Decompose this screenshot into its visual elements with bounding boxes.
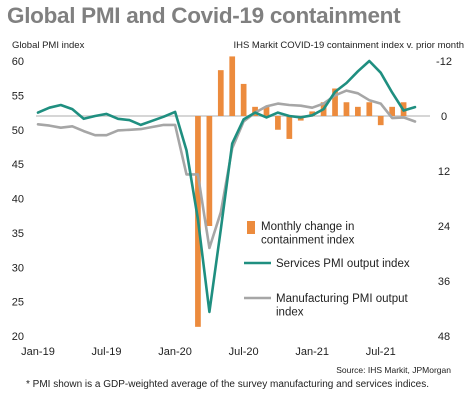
- right-tick-label: 0: [441, 111, 447, 123]
- left-y-axis: 20 25 30 35 40 45 50 55 60: [12, 56, 24, 343]
- containment-bar: [366, 102, 373, 116]
- x-axis: Jan-19 Jul-19 Jan-20 Jul-20 Jan-21 Jul-21: [21, 346, 396, 358]
- containment-bar: [309, 111, 316, 116]
- page-title: Global PMI and Covid-19 containment: [7, 3, 401, 28]
- containment-bar: [206, 116, 213, 226]
- containment-bar: [286, 116, 293, 139]
- legend-services: Services PMI output index: [244, 258, 410, 270]
- left-tick-label: 35: [12, 228, 24, 240]
- right-tick-label: 36: [438, 276, 450, 288]
- containment-bar: [355, 106, 361, 116]
- right-tick-label: -12: [436, 56, 452, 68]
- containment-bar: [217, 70, 224, 116]
- pmi-lines: [36, 59, 417, 314]
- legend-label: Monthly change in containment index: [261, 221, 355, 247]
- containment-bar: [275, 116, 281, 130]
- legend-label: Services PMI output index: [276, 258, 410, 270]
- left-tick-label: 60: [12, 56, 24, 68]
- right-tick-label: 24: [438, 221, 450, 233]
- legend-label-line: Monthly change in: [261, 221, 354, 233]
- containment-bar: [343, 102, 350, 116]
- left-tick-label: 25: [12, 297, 24, 309]
- right-tick-label: 12: [438, 166, 450, 178]
- left-tick-label: 45: [12, 159, 24, 171]
- containment-bar: [229, 56, 236, 116]
- legend: Monthly change in containment index Servic…: [244, 221, 410, 319]
- left-axis-title: Global PMI index: [12, 40, 85, 51]
- legend-label-line: Services PMI output index: [276, 258, 410, 270]
- footnote: * PMI shown is a GDP-weighted average of…: [26, 379, 429, 390]
- legend-manufacturing: Manufacturing PMI output index: [244, 293, 408, 319]
- left-tick-label: 55: [12, 90, 24, 102]
- containment-bar: [332, 88, 338, 116]
- containment-bar: [240, 83, 247, 116]
- legend-label-line: Manufacturing PMI output: [276, 293, 408, 305]
- left-tick-label: 50: [12, 125, 24, 137]
- x-tick-label: Jan-19: [21, 346, 55, 358]
- source-note: Source: IHS Markit, JPMorgan: [336, 365, 451, 375]
- left-tick-label: 40: [12, 194, 24, 206]
- x-tick-label: Jan-21: [295, 346, 329, 358]
- left-tick-label: 30: [12, 262, 24, 274]
- x-tick-label: Jan-20: [158, 346, 192, 358]
- containment-bar: [377, 116, 384, 126]
- legend-bar-swatch: [247, 221, 255, 234]
- x-tick-label: Jul-20: [229, 346, 259, 358]
- x-tick-label: Jul-19: [92, 346, 122, 358]
- x-tick-label: Jul-21: [366, 346, 396, 358]
- containment-bar: [263, 106, 270, 116]
- right-tick-label: 48: [438, 331, 450, 343]
- legend-label-line: index: [276, 307, 304, 319]
- containment-bar: [389, 106, 396, 116]
- services-pmi-line: [36, 59, 417, 314]
- legend-label: Manufacturing PMI output index: [276, 293, 408, 319]
- left-tick-label: 20: [12, 331, 24, 343]
- right-y-axis: -12 0 12 24 36 48: [436, 56, 452, 343]
- legend-label-line: containment index: [261, 235, 355, 247]
- legend-containment: Monthly change in containment index: [247, 221, 355, 247]
- right-axis-title: IHS Markit COVID-19 containment index v.…: [233, 40, 464, 51]
